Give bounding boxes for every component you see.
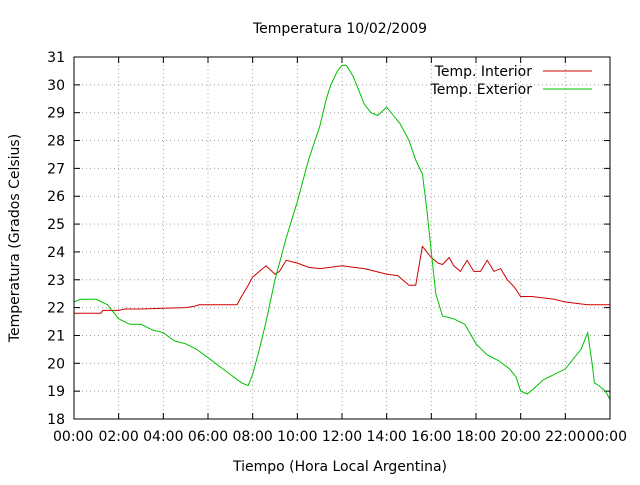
y-tick-label: 18 [47, 412, 65, 428]
x-tick-label: 04:00 [143, 429, 183, 445]
x-tick-label: 22:00 [545, 429, 585, 445]
series-layer [73, 64, 611, 400]
y-tick-label: 29 [47, 106, 65, 122]
legend-label: Temp. Exterior [430, 82, 533, 98]
x-tick-label: 10:00 [277, 429, 317, 445]
y-tick-label: 27 [47, 161, 65, 177]
legend: Temp. Interior Temp. Exterior [430, 64, 592, 98]
x-axis-label: Tiempo (Hora Local Argentina) [232, 459, 447, 475]
y-tick-label: 19 [47, 384, 65, 400]
series-line-interior [74, 245, 610, 314]
series-line-exterior [73, 64, 611, 400]
plot-frame [73, 56, 611, 420]
x-tick-label: 20:00 [500, 429, 540, 445]
x-tick-label: 00:00 [587, 429, 627, 445]
grid [74, 57, 610, 419]
x-tick-label: 12:00 [322, 429, 362, 445]
y-tick-label: 28 [47, 134, 65, 150]
y-tick-label: 25 [47, 217, 65, 233]
y-tick-label: 20 [47, 356, 65, 372]
x-tick-label: 08:00 [232, 429, 272, 445]
y-tick-label: 22 [47, 301, 65, 317]
y-tick-label: 24 [47, 245, 65, 261]
x-tick-label: 18:00 [456, 429, 496, 445]
y-axis-label: Temperatura (Grados Celsius) [7, 134, 23, 343]
x-tick-label: 06:00 [188, 429, 228, 445]
ticks: 00:00 02:00 04:00 06:00 08:00 10:00 12:00 14:00… [47, 50, 627, 445]
x-tick-label: 02:00 [98, 429, 138, 445]
x-tick-label: 00:00 [53, 429, 93, 445]
chart-title: Temperatura 10/02/2009 [252, 21, 427, 37]
x-tick-label: 14:00 [366, 429, 406, 445]
y-tick-label: 26 [47, 189, 65, 205]
x-tick-label: 16:00 [411, 429, 451, 445]
y-tick-label: 30 [47, 78, 65, 94]
y-tick-label: 31 [47, 50, 65, 66]
y-tick-label: 21 [47, 328, 65, 344]
legend-label: Temp. Interior [434, 64, 533, 80]
y-tick-label: 23 [47, 273, 65, 289]
